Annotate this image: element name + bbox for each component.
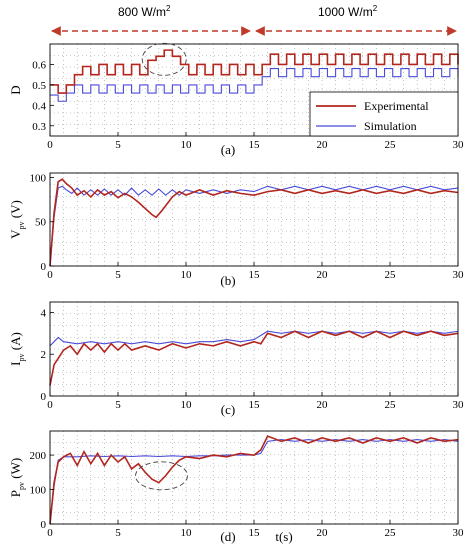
x-tick-label: 15 bbox=[249, 399, 261, 411]
series-simulation bbox=[50, 67, 459, 102]
panels: 0 5 10 15 20 25 300.30.40.50.6D(a)Experimental… bbox=[8, 42, 465, 544]
y-label-symbol: D bbox=[8, 85, 23, 94]
panel-a: 0 5 10 15 20 25 30 0.3 0.4 0.5 0.6 D (a) Experimental… bbox=[8, 42, 465, 157]
y-tick-label: 0.4 bbox=[32, 100, 46, 112]
y-label-symbol: I bbox=[8, 361, 23, 365]
x-tick-label: 0 bbox=[47, 399, 53, 411]
panel-b: 0 5 10 15 20 25 30 0 50 100 Vpv (V) (b) bbox=[8, 172, 464, 288]
x-tick-label: 25 bbox=[385, 139, 397, 151]
y-tick-label: 0 bbox=[41, 519, 47, 531]
y-tick-label: 2 bbox=[41, 349, 47, 361]
series-experimental bbox=[49, 178, 459, 267]
x-tick-label: 0 bbox=[47, 269, 53, 281]
series-simulation bbox=[49, 439, 459, 525]
y-tick-label: 100 bbox=[30, 485, 47, 497]
x-tick-label: 0 bbox=[47, 527, 53, 539]
irradiance-superscript: 2 bbox=[166, 4, 171, 13]
legend: Experimental Simulation bbox=[309, 91, 459, 137]
y-tick-label: 0.6 bbox=[32, 59, 46, 71]
y-tick-label: 100 bbox=[30, 172, 47, 184]
y-tick-label: 0.5 bbox=[32, 80, 46, 92]
x-tick-label: 30 bbox=[453, 139, 465, 151]
legend-label-experimental: Experimental bbox=[364, 99, 429, 113]
y-tick-label: 200 bbox=[30, 450, 47, 462]
x-tick-label: 10 bbox=[181, 139, 193, 151]
grid bbox=[50, 431, 458, 524]
x-tick-label: 5 bbox=[115, 527, 121, 539]
irradiance-superscript-2: 2 bbox=[373, 4, 378, 13]
y-tick-label: 50 bbox=[35, 217, 47, 229]
x-tick-label: 15 bbox=[249, 139, 261, 151]
panel-label: (d) bbox=[220, 529, 235, 544]
series-experimental bbox=[49, 330, 459, 386]
x-tick-label: 10 bbox=[181, 527, 193, 539]
legend-box bbox=[309, 91, 459, 137]
x-tick-label: 30 bbox=[453, 399, 465, 411]
panel-d: 0 5 10 15 20 25 30 0 100 200 Ppv (W) (d) t(s) bbox=[8, 430, 465, 544]
x-tick-label: 5 bbox=[115, 139, 121, 151]
panel-label: (a) bbox=[221, 142, 235, 157]
x-axis-label: t(s) bbox=[275, 529, 292, 544]
highlight-ellipse bbox=[141, 42, 187, 76]
panel-c: 0 5 10 15 20 25 30 0 2 4 Ipv (A) (c) bbox=[8, 301, 465, 417]
y-label-subscript: pv bbox=[17, 221, 26, 229]
y-label-subscript: pv bbox=[17, 482, 26, 490]
highlight-ellipse bbox=[135, 461, 188, 491]
y-label-unit: (A) bbox=[8, 332, 23, 353]
y-tick-label: 0.3 bbox=[32, 121, 46, 133]
series-experimental bbox=[50, 49, 459, 94]
x-tick-label: 15 bbox=[249, 269, 261, 281]
y-label-subscript: pv bbox=[17, 353, 26, 361]
series-simulation bbox=[49, 185, 459, 267]
x-tick-label: 30 bbox=[453, 269, 465, 281]
x-tick-label: 20 bbox=[317, 527, 329, 539]
x-tick-label: 10 bbox=[181, 399, 193, 411]
x-tick-label: 25 bbox=[385, 527, 397, 539]
x-tick-label: 5 bbox=[115, 399, 121, 411]
panel-label: (b) bbox=[220, 273, 235, 288]
y-axis-label: Vpv (V) bbox=[8, 200, 26, 239]
panel-label: (c) bbox=[221, 402, 235, 417]
x-tick-label: 15 bbox=[249, 527, 261, 539]
y-tick-label: 4 bbox=[41, 307, 47, 319]
y-axis-label: Ppv (W) bbox=[8, 458, 26, 497]
y-label-unit: (V) bbox=[8, 200, 23, 221]
x-tick-label: 20 bbox=[317, 269, 329, 281]
y-label-unit: (W) bbox=[8, 458, 23, 482]
x-tick-label: 10 bbox=[181, 269, 193, 281]
irradiance-label-1: 800 W/m2 bbox=[118, 4, 171, 19]
x-tick-label: 25 bbox=[385, 399, 397, 411]
x-tick-label: 5 bbox=[115, 269, 121, 281]
x-tick-label: 20 bbox=[317, 139, 329, 151]
grid bbox=[50, 173, 458, 266]
x-tick-label: 25 bbox=[385, 269, 397, 281]
grid bbox=[50, 302, 458, 396]
y-label-symbol: P bbox=[8, 490, 23, 497]
x-tick-label: 20 bbox=[317, 399, 329, 411]
x-tick-label: 0 bbox=[47, 139, 53, 151]
y-axis-label: Ipv (A) bbox=[8, 332, 26, 366]
series-experimental bbox=[49, 435, 459, 525]
y-tick-label: 0 bbox=[41, 261, 47, 273]
y-label-symbol: V bbox=[8, 229, 23, 239]
legend-label-simulation: Simulation bbox=[364, 119, 417, 133]
y-axis-label: D bbox=[8, 85, 23, 94]
x-tick-label: 30 bbox=[453, 527, 465, 539]
irradiance-label-2: 1000 W/m2 bbox=[318, 4, 378, 19]
series-simulation bbox=[49, 330, 459, 347]
y-tick-label: 0 bbox=[41, 391, 47, 403]
